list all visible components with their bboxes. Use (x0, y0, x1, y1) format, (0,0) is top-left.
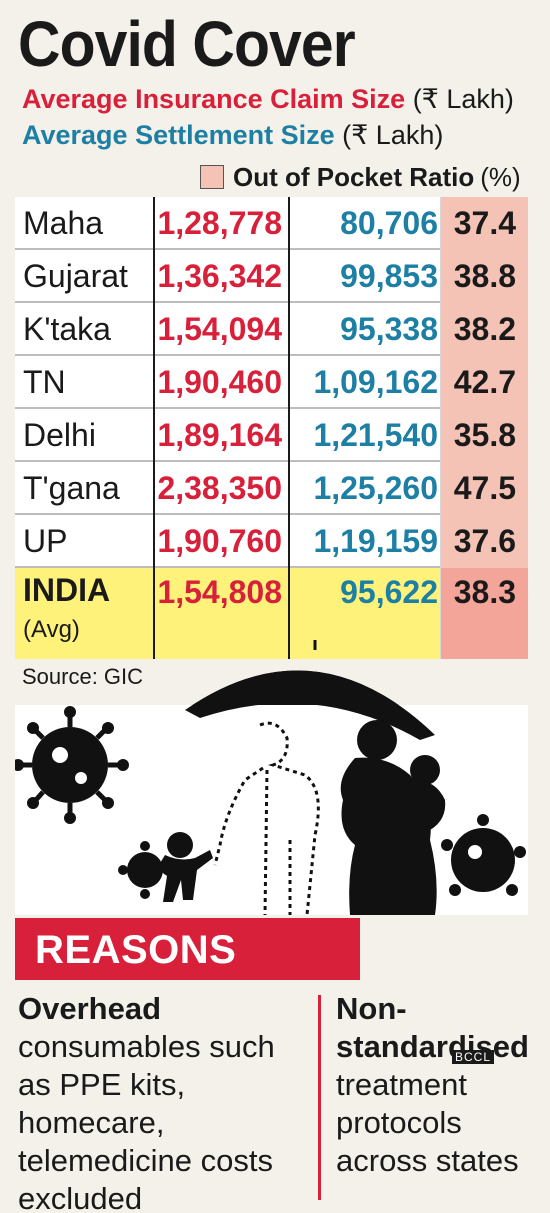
ratio-highlight (440, 568, 528, 659)
cell-settlement: 99,853 (340, 258, 438, 294)
table-row: UP 1,90,760 1,19,159 37.6 (15, 515, 528, 568)
cell-ratio: 38.2 (453, 311, 516, 347)
adult-figure-icon (213, 721, 320, 915)
cell-state: Delhi (23, 417, 96, 453)
cell-claim: 1,89,164 (157, 417, 282, 453)
table-row: T'gana 2,38,350 1,25,260 47.5 (15, 462, 528, 515)
cell-claim: 1,90,460 (157, 364, 282, 400)
subtitle-claim: Average Insurance Claim Size (₹ Lakh) (22, 82, 514, 116)
ratio-highlight (440, 409, 528, 462)
reason-first-bold: Overhead (18, 991, 162, 1026)
reason-first: Overhead consumables such as PPE kits, h… (18, 990, 308, 1213)
cell-claim: 1,28,778 (157, 205, 282, 241)
cell-state: Gujarat (23, 258, 128, 294)
cell-state: T'gana (23, 470, 120, 506)
table-row: Maha 1,28,778 80,706 37.4 (15, 197, 528, 250)
cell-state-average: INDIA (Avg) (23, 570, 110, 643)
reasons-heading: REASONS (35, 928, 237, 972)
source-note: Source: GIC (22, 664, 144, 689)
mother-figure-icon (340, 720, 446, 915)
cell-settlement: 1,25,260 (313, 470, 438, 506)
column-divider (153, 197, 155, 659)
ratio-highlight (440, 356, 528, 409)
child-figure-icon (157, 832, 213, 902)
column-divider (288, 197, 290, 659)
cell-claim: 1,36,342 (157, 258, 282, 294)
reasons-banner: REASONS (15, 918, 360, 980)
chart-title: Covid Cover (18, 8, 356, 80)
ratio-highlight (440, 303, 528, 356)
table-row: TN 1,90,460 1,09,162 42.7 (15, 356, 528, 409)
cell-claim: 1,54,808 (157, 574, 282, 610)
average-note: (Avg) (23, 616, 80, 643)
column-divider (440, 197, 441, 659)
subtitle-settlement-label: Average Settlement Size (22, 120, 335, 150)
cell-claim: 2,38,350 (157, 470, 282, 506)
cell-ratio: 38.8 (453, 258, 516, 294)
reason-second: Non-standardised treatment protocols acr… (336, 990, 536, 1180)
cell-settlement: 1,19,159 (313, 523, 438, 559)
reason-second-bold: Non-standardised (336, 991, 529, 1064)
data-table: Maha 1,28,778 80,706 37.4 Gujarat 1,36,342 99,… (15, 197, 528, 659)
cell-claim: 1,90,760 (157, 523, 282, 559)
cell-ratio: 47.5 (453, 470, 516, 506)
cell-settlement: 1,09,162 (313, 364, 438, 400)
illustration (15, 640, 528, 915)
cell-state: TN (23, 364, 66, 400)
subtitle-claim-label: Average Insurance Claim Size (22, 84, 406, 114)
cell-claim: 1,54,094 (157, 311, 282, 347)
cell-settlement: 80,706 (340, 205, 438, 241)
ratio-highlight (440, 515, 528, 568)
virus-icon-right (441, 814, 526, 896)
table-row: K'taka 1,54,094 95,338 38.2 (15, 303, 528, 356)
cell-ratio: 42.7 (453, 364, 516, 400)
table-row: Gujarat 1,36,342 99,853 38.8 (15, 250, 528, 303)
reason-second-text: treatment protocols across states (336, 1067, 519, 1178)
ratio-highlight (440, 462, 528, 515)
subtitle-settlement: Average Settlement Size (₹ Lakh) (22, 118, 443, 152)
cell-settlement: 95,338 (340, 311, 438, 347)
table-row: Delhi 1,89,164 1,21,540 35.8 (15, 409, 528, 462)
cell-state: Maha (23, 205, 104, 241)
ratio-highlight (440, 250, 528, 303)
ratio-highlight (440, 197, 528, 250)
cell-state: UP (23, 523, 68, 559)
cell-ratio: 38.3 (453, 574, 516, 610)
reason-divider (318, 995, 321, 1200)
legend-swatch (200, 165, 224, 189)
legend-label: Out of Pocket Ratio (233, 161, 475, 192)
cell-settlement: 95,622 (340, 574, 438, 610)
cell-ratio: 37.6 (453, 523, 516, 559)
subtitle-settlement-unit: (₹ Lakh) (342, 120, 444, 150)
cell-settlement: 1,21,540 (313, 417, 438, 453)
subtitle-claim-unit: (₹ Lakh) (412, 84, 514, 114)
legend-unit: (%) (480, 161, 521, 192)
watermark: BCCL (452, 1050, 495, 1064)
cell-state: K'taka (23, 311, 111, 347)
legend: Out of Pocket Ratio (%) (200, 160, 521, 194)
cell-ratio: 35.8 (453, 417, 516, 453)
cell-ratio: 37.4 (453, 205, 516, 241)
table-row-average: INDIA (Avg) 1,54,808 95,622 38.3 (15, 568, 528, 659)
reason-first-text: consumables such as PPE kits, homecare, … (18, 1029, 275, 1213)
average-label: INDIA (23, 572, 111, 608)
